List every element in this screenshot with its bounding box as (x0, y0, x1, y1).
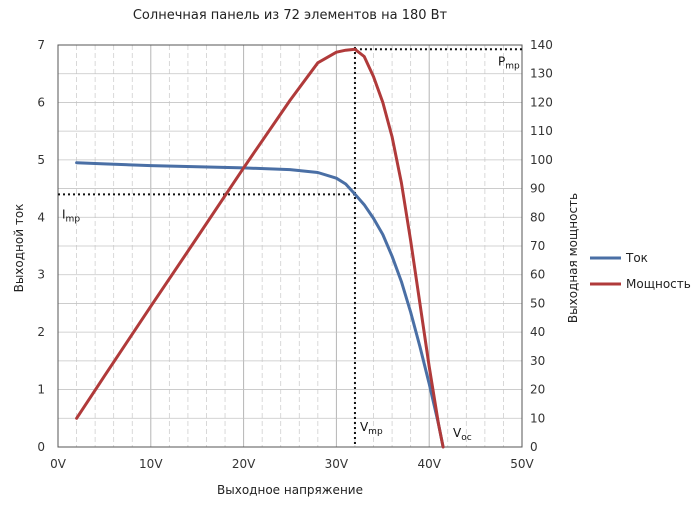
y-right-tick-label: 40 (530, 325, 545, 339)
y-axis-label-right: Выходная мощность (566, 193, 580, 323)
y-right-tick-label: 0 (530, 440, 538, 454)
chart-title: Солнечная панель из 72 элементов на 180 … (133, 8, 448, 23)
y-right-tick-label: 10 (530, 411, 545, 425)
y-right-tick-label: 60 (530, 268, 545, 282)
y-right-tick-label: 90 (530, 182, 545, 196)
y-left-tick-label: 5 (37, 153, 45, 167)
y-left-tick-label: 3 (37, 268, 45, 282)
y-right-tick-label: 120 (530, 95, 553, 109)
y-right-tick-label: 110 (530, 124, 553, 138)
legend: Ток Мощность (590, 251, 691, 291)
y-left-tick-label: 4 (37, 210, 45, 224)
y-left-tick-label: 7 (37, 38, 45, 52)
y-left-tick-label: 0 (37, 440, 45, 454)
x-tick-label: 0V (50, 457, 67, 471)
y-right-tick-label: 80 (530, 210, 545, 224)
legend-current-label: Ток (625, 251, 648, 265)
y-left-tick-label: 6 (37, 95, 45, 109)
y-right-tick-label: 130 (530, 67, 553, 81)
voc-label: Voc (453, 426, 472, 443)
current-series-line (77, 163, 444, 447)
x-tick-label: 10V (139, 457, 163, 471)
reference-lines (58, 47, 522, 447)
x-tick-label: 20V (232, 457, 256, 471)
y-left-tick-label: 1 (37, 383, 45, 397)
x-tick-label: 40V (417, 457, 441, 471)
imp-label: Imp (62, 207, 80, 224)
y-right-tick-label: 70 (530, 239, 545, 253)
series-lines (77, 49, 444, 447)
legend-power-label: Мощность (626, 277, 691, 291)
y-right-tick-label: 140 (530, 38, 553, 52)
x-axis-label: Выходное напряжение (217, 483, 363, 497)
x-tick-label: 50V (510, 457, 534, 471)
x-tick-label: 30V (325, 457, 349, 471)
y-axis-label-left: Выходной ток (12, 204, 26, 293)
y-right-tick-label: 30 (530, 354, 545, 368)
y-left-tick-label: 2 (37, 325, 45, 339)
tick-labels: 0123456701020304050607080901001101201301… (37, 38, 553, 471)
pmp-label: Pmp (498, 54, 520, 71)
y-right-tick-label: 100 (530, 153, 553, 167)
grid (58, 45, 522, 447)
vmp-label: Vmp (360, 420, 383, 437)
y-right-tick-label: 20 (530, 383, 545, 397)
y-right-tick-label: 50 (530, 296, 545, 310)
annotations: Pmp Imp Vmp Voc (62, 54, 520, 443)
